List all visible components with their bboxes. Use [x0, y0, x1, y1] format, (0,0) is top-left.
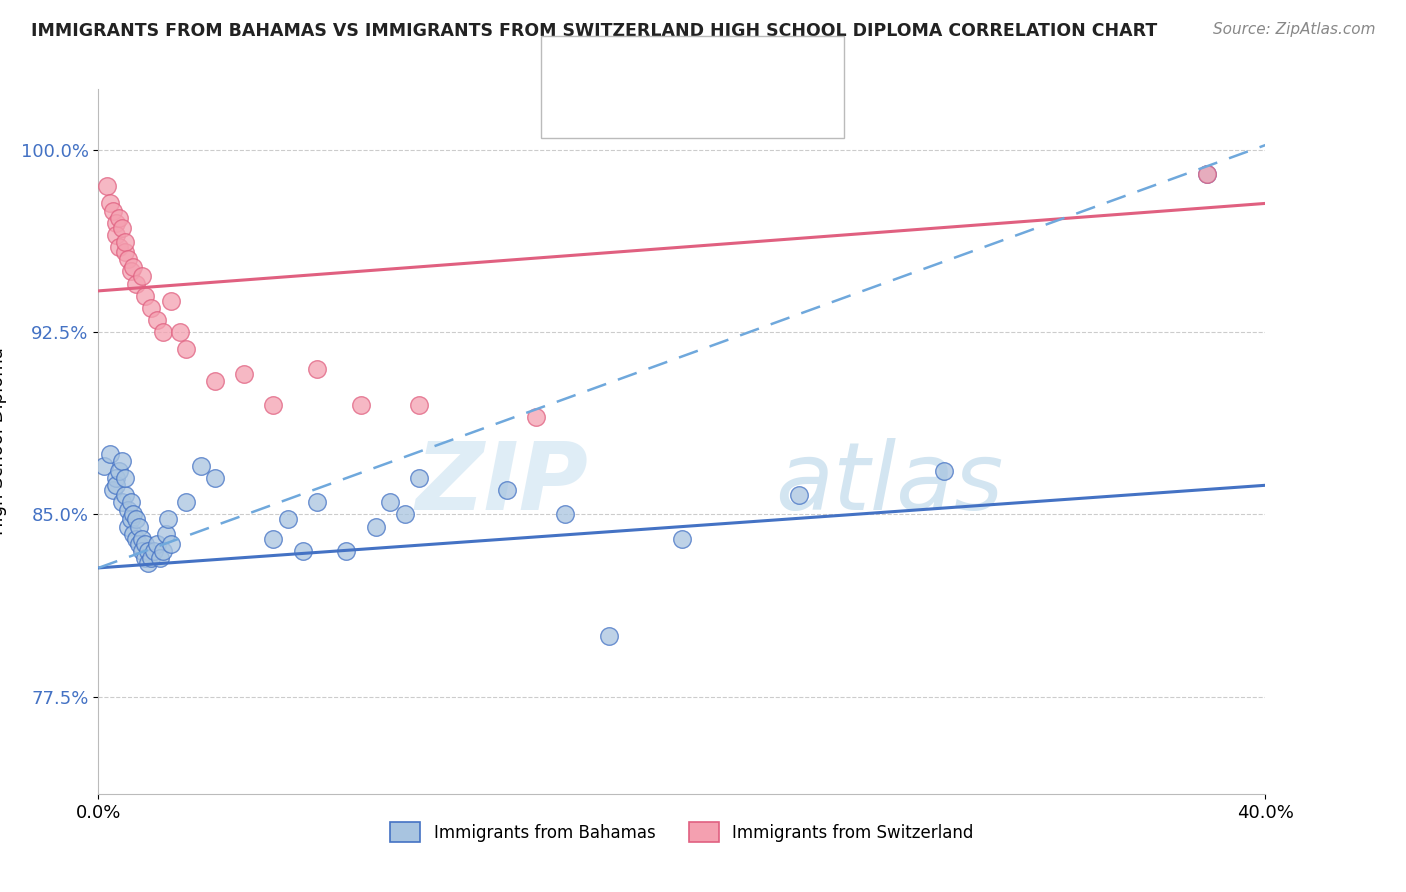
- Point: [131, 532, 153, 546]
- Point: [111, 495, 134, 509]
- Point: [554, 508, 576, 522]
- Point: [142, 544, 165, 558]
- Legend: Immigrants from Bahamas, Immigrants from Switzerland: Immigrants from Bahamas, Immigrants from…: [384, 815, 980, 849]
- Text: 0.466: 0.466: [641, 103, 697, 121]
- Text: atlas: atlas: [775, 438, 1004, 529]
- Point: [671, 532, 693, 546]
- Point: [134, 536, 156, 550]
- Point: [96, 179, 118, 194]
- Point: [125, 532, 148, 546]
- Point: [277, 512, 299, 526]
- Text: N =: N =: [700, 60, 740, 78]
- Point: [307, 361, 329, 376]
- Point: [190, 458, 212, 473]
- Point: [146, 536, 169, 550]
- Point: [117, 502, 139, 516]
- Point: [111, 454, 134, 468]
- Point: [134, 289, 156, 303]
- Point: [104, 216, 127, 230]
- Point: [104, 478, 127, 492]
- Point: [364, 519, 387, 533]
- Point: [157, 512, 180, 526]
- Point: [408, 471, 430, 485]
- Point: [101, 483, 124, 497]
- Point: [380, 495, 402, 509]
- Point: [131, 269, 153, 284]
- Point: [120, 264, 142, 278]
- Point: [125, 277, 148, 291]
- Point: [408, 398, 430, 412]
- Point: [262, 398, 284, 412]
- Text: 30: 30: [740, 103, 765, 121]
- Point: [350, 398, 373, 412]
- Point: [204, 471, 226, 485]
- Point: [114, 235, 136, 250]
- Point: [139, 301, 162, 315]
- Point: [169, 325, 191, 339]
- Point: [160, 293, 183, 308]
- Point: [93, 458, 115, 473]
- Point: [122, 527, 145, 541]
- Point: [108, 240, 131, 254]
- Text: R =: R =: [599, 60, 638, 78]
- Point: [139, 551, 162, 566]
- Point: [114, 488, 136, 502]
- Point: [233, 367, 256, 381]
- Point: [111, 220, 134, 235]
- Text: N =: N =: [700, 103, 740, 121]
- Y-axis label: High School Diploma: High School Diploma: [0, 348, 7, 535]
- Text: R =: R =: [599, 103, 638, 121]
- Text: 53: 53: [740, 60, 765, 78]
- Point: [136, 544, 159, 558]
- Point: [160, 536, 183, 550]
- Point: [136, 556, 159, 570]
- Point: [117, 252, 139, 267]
- Point: [120, 495, 142, 509]
- Point: [125, 512, 148, 526]
- Point: [174, 342, 197, 356]
- Point: [108, 464, 131, 478]
- Point: [394, 508, 416, 522]
- Text: IMMIGRANTS FROM BAHAMAS VS IMMIGRANTS FROM SWITZERLAND HIGH SCHOOL DIPLOMA CORRE: IMMIGRANTS FROM BAHAMAS VS IMMIGRANTS FR…: [31, 22, 1157, 40]
- Point: [108, 211, 131, 225]
- Point: [152, 544, 174, 558]
- Text: 0.106: 0.106: [641, 60, 697, 78]
- Text: ZIP: ZIP: [416, 438, 589, 530]
- Point: [128, 536, 150, 550]
- Point: [155, 527, 177, 541]
- Point: [787, 488, 810, 502]
- Point: [101, 203, 124, 218]
- Point: [104, 471, 127, 485]
- Point: [598, 629, 620, 643]
- Point: [146, 313, 169, 327]
- Point: [524, 410, 547, 425]
- Point: [307, 495, 329, 509]
- Point: [1195, 167, 1218, 181]
- Point: [98, 447, 121, 461]
- Point: [120, 512, 142, 526]
- Point: [134, 551, 156, 566]
- Point: [117, 519, 139, 533]
- Point: [128, 519, 150, 533]
- Point: [1195, 167, 1218, 181]
- Point: [98, 196, 121, 211]
- Text: Source: ZipAtlas.com: Source: ZipAtlas.com: [1212, 22, 1375, 37]
- Point: [174, 495, 197, 509]
- Point: [335, 544, 357, 558]
- Point: [114, 245, 136, 260]
- Point: [934, 464, 956, 478]
- Point: [152, 325, 174, 339]
- Point: [114, 471, 136, 485]
- Point: [291, 544, 314, 558]
- Point: [122, 508, 145, 522]
- Point: [204, 374, 226, 388]
- Point: [131, 544, 153, 558]
- Point: [104, 227, 127, 242]
- Point: [149, 551, 172, 566]
- Point: [496, 483, 519, 497]
- Point: [262, 532, 284, 546]
- Point: [122, 260, 145, 274]
